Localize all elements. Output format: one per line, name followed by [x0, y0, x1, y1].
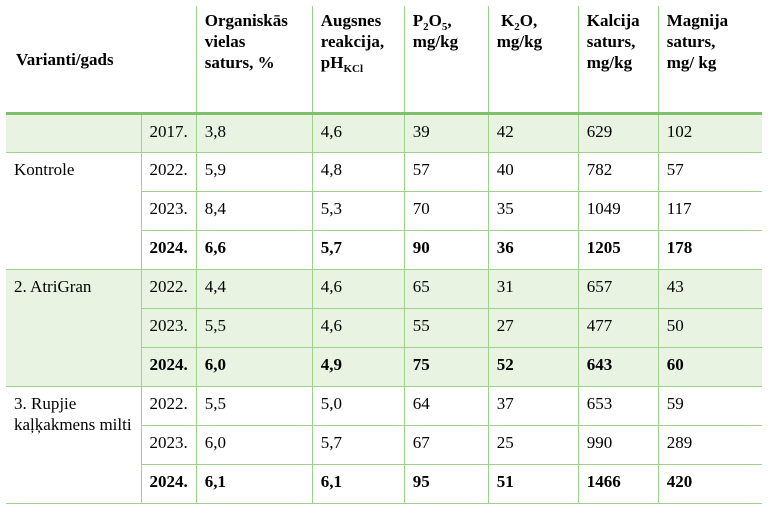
- k2o-cell: 42: [487, 113, 579, 153]
- magnesium-cell: 117: [657, 191, 763, 231]
- header-k2o: K2O, mg/kg: [487, 6, 579, 115]
- p2o5-cell: 55: [403, 308, 489, 348]
- variant-cell: 3. Rupjie kaļķakmens milti: [6, 386, 142, 504]
- ph-cell: 5,7: [311, 230, 405, 270]
- calcium-cell: 477: [577, 308, 659, 348]
- p2o5-cell: 64: [403, 386, 489, 426]
- table-row: 2023. 6,0 5,7 67 25 990 289: [6, 425, 763, 465]
- table-row: 2023. 5,5 4,6 55 27 477 50: [6, 308, 763, 348]
- soil-analysis-table: Varianti/gads Organiskās vielas saturs, …: [6, 6, 763, 504]
- organic-matter-cell: 8,4: [195, 191, 313, 231]
- p2o5-cell: 75: [403, 347, 489, 387]
- ph-cell: 4,6: [311, 308, 405, 348]
- k2o-cell: 51: [487, 464, 579, 504]
- header-calcium: Kalcija saturs, mg/kg: [577, 6, 659, 115]
- magnesium-cell: 43: [657, 269, 763, 309]
- k2o-cell: 25: [487, 425, 579, 465]
- year-cell: 2024.: [141, 464, 197, 504]
- magnesium-cell: 50: [657, 308, 763, 348]
- magnesium-cell: 57: [657, 152, 763, 192]
- year-cell: 2022.: [140, 269, 197, 309]
- organic-matter-cell: 5,9: [195, 152, 313, 192]
- year-cell: 2023.: [141, 425, 197, 465]
- p2o5-cell: 90: [403, 230, 489, 270]
- ph-cell: 5,3: [311, 191, 405, 231]
- k2o-cell: 52: [487, 347, 579, 387]
- ph-cell: 5,7: [311, 425, 405, 465]
- magnesium-cell: 420: [657, 464, 763, 504]
- header-row: Varianti/gads Organiskās vielas saturs, …: [6, 6, 763, 115]
- k2o-cell: 36: [487, 230, 579, 270]
- organic-matter-cell: 6,1: [195, 464, 313, 504]
- table-row: 2. AtriGran 2022. 4,4 4,6 65 31 657 43: [6, 269, 763, 387]
- table-row: 2024. 6,0 4,9 75 52 643 60: [6, 347, 763, 387]
- p2o5-cell: 65: [403, 269, 489, 309]
- year-cell: 2024.: [141, 347, 197, 387]
- ph-cell: 4,9: [311, 347, 405, 387]
- k2o-cell: 27: [487, 308, 579, 348]
- calcium-cell: 1205: [577, 230, 659, 270]
- calcium-cell: 629: [577, 113, 659, 153]
- table-row: 2017. 3,8 4,6 39 42 629 102: [6, 113, 763, 153]
- organic-matter-cell: 5,5: [195, 308, 313, 348]
- calcium-cell: 1049: [577, 191, 659, 231]
- calcium-cell: 643: [577, 347, 659, 387]
- table-row: 3. Rupjie kaļķakmens milti 2022. 5,5 5,0…: [6, 386, 763, 504]
- variant-cell: 2. AtriGran: [6, 269, 142, 387]
- p2o5-cell: 57: [403, 152, 489, 192]
- ph-cell: 5,0: [311, 386, 405, 426]
- p2o5-cell: 67: [403, 425, 489, 465]
- table-row: 2024. 6,6 5,7 90 36 1205 178: [6, 230, 763, 270]
- organic-matter-cell: 4,4: [195, 269, 313, 309]
- organic-matter-cell: 6,0: [195, 347, 313, 387]
- k2o-cell: 40: [487, 152, 579, 192]
- magnesium-cell: 60: [657, 347, 763, 387]
- ph-cell: 6,1: [311, 464, 405, 504]
- k2o-cell: 35: [487, 191, 579, 231]
- calcium-cell: 653: [577, 386, 659, 426]
- ph-cell: 4,6: [311, 113, 405, 153]
- magnesium-cell: 178: [657, 230, 763, 270]
- p2o5-cell: 70: [403, 191, 489, 231]
- header-soil-reaction: Augsnes reakcija, pHKCl: [311, 6, 405, 115]
- year-cell: 2023.: [141, 191, 197, 231]
- magnesium-cell: 102: [657, 113, 763, 153]
- year-cell: 2023.: [141, 308, 197, 348]
- p2o5-cell: 39: [403, 113, 489, 153]
- ph-cell: 4,6: [311, 269, 405, 309]
- organic-matter-cell: 5,5: [195, 386, 313, 426]
- variant-cell: [6, 113, 142, 153]
- year-cell: 2022.: [140, 152, 197, 192]
- k2o-cell: 31: [487, 269, 579, 309]
- magnesium-cell: 289: [657, 425, 763, 465]
- p2o5-cell: 95: [403, 464, 489, 504]
- organic-matter-cell: 6,0: [195, 425, 313, 465]
- calcium-cell: 657: [577, 269, 659, 309]
- header-magnesium: Magnija saturs, mg/ kg: [657, 6, 763, 115]
- table-row: Kontrole 2022. 5,9 4,8 57 40 782 57: [6, 152, 763, 270]
- header-variant-year: Varianti/gads: [6, 6, 197, 115]
- table-row: 2024. 6,1 6,1 95 51 1466 420: [6, 464, 763, 504]
- variant-cell: Kontrole: [6, 152, 142, 270]
- calcium-cell: 782: [577, 152, 659, 192]
- header-organic-matter: Organiskās vielas saturs, %: [195, 6, 313, 115]
- organic-matter-cell: 3,8: [195, 113, 313, 153]
- ph-cell: 4,8: [311, 152, 405, 192]
- year-cell: 2022.: [140, 386, 197, 426]
- calcium-cell: 990: [577, 425, 659, 465]
- organic-matter-cell: 6,6: [195, 230, 313, 270]
- k2o-cell: 37: [487, 386, 579, 426]
- calcium-cell: 1466: [577, 464, 659, 504]
- header-p2o5: P2O5, mg/kg: [403, 6, 489, 115]
- magnesium-cell: 59: [657, 386, 763, 426]
- year-cell: 2024.: [141, 230, 197, 270]
- year-cell: 2017.: [140, 113, 197, 153]
